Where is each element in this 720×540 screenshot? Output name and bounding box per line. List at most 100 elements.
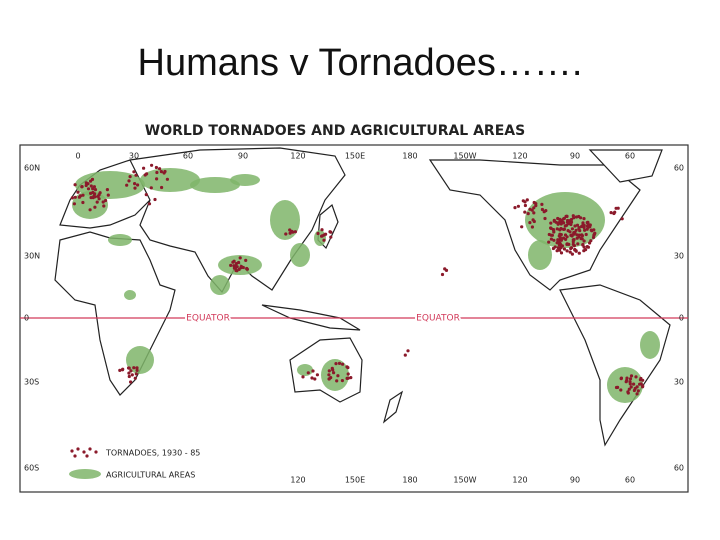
tornado-dot bbox=[159, 170, 163, 174]
tornado-dot bbox=[570, 233, 574, 237]
longitude-label: 120 bbox=[290, 476, 305, 485]
tornado-dot bbox=[632, 388, 637, 393]
tornado-dot bbox=[629, 385, 633, 389]
tornado-dot bbox=[523, 203, 528, 208]
tornado-dot bbox=[523, 200, 527, 204]
latitude-label: 60S bbox=[24, 464, 39, 473]
tornado-dot bbox=[551, 246, 556, 251]
tornado-dot bbox=[95, 200, 99, 204]
tornado-dot bbox=[102, 204, 106, 208]
tornado-dot bbox=[614, 385, 619, 390]
tornado-dot bbox=[153, 197, 157, 202]
tornado-dot bbox=[77, 195, 81, 199]
map-heading: WORLD TORNADOES AND AGRICULTURAL AREAS bbox=[145, 123, 525, 139]
tornado-dot bbox=[84, 181, 88, 185]
tornado-dot bbox=[101, 200, 105, 204]
tornado-dot bbox=[573, 248, 577, 252]
tornado-dot bbox=[327, 369, 331, 373]
tornado-dot bbox=[572, 216, 576, 220]
tornado-dot bbox=[555, 227, 559, 231]
tornado-dot bbox=[245, 267, 249, 271]
longitude-label: 120 bbox=[290, 152, 305, 161]
agri-area bbox=[290, 243, 310, 267]
agri-area bbox=[297, 364, 313, 376]
longitude-label: 90 bbox=[238, 152, 248, 161]
tornado-dot bbox=[565, 214, 569, 218]
longitude-label: 180 bbox=[402, 476, 417, 485]
tornado-dot bbox=[127, 374, 131, 379]
tornado-dot bbox=[73, 195, 77, 199]
tornado-dot bbox=[554, 220, 558, 224]
tornado-dot bbox=[549, 237, 554, 241]
agri-area bbox=[528, 240, 552, 270]
tornado-dot bbox=[583, 228, 587, 232]
tornado-dots bbox=[70, 163, 645, 396]
tornado-dot bbox=[626, 390, 630, 394]
latitude-label: 0 bbox=[24, 314, 29, 323]
tornado-dot bbox=[562, 221, 566, 225]
tornado-dot bbox=[530, 208, 534, 212]
tornado-dot bbox=[568, 250, 572, 254]
tornado-dot bbox=[86, 187, 91, 191]
latitude-label: 0 bbox=[679, 314, 684, 323]
tornado-dot bbox=[559, 238, 564, 242]
tornado-dot bbox=[96, 194, 100, 198]
latitude-label: 30 bbox=[674, 252, 684, 261]
tornado-dot bbox=[144, 193, 148, 197]
tornado-dot bbox=[89, 184, 93, 188]
agri-area bbox=[190, 177, 240, 193]
tornado-dot bbox=[520, 225, 524, 229]
tornado-dot bbox=[578, 229, 582, 233]
agri-area bbox=[607, 367, 643, 403]
tornado-dot bbox=[145, 172, 149, 176]
tornado-dot bbox=[562, 247, 567, 251]
tornado-dot bbox=[569, 217, 574, 222]
tornado-dot bbox=[134, 173, 138, 177]
tornado-dot bbox=[340, 379, 344, 383]
tornado-dot bbox=[76, 190, 80, 194]
tornado-dot bbox=[565, 220, 570, 224]
longitude-label: 150W bbox=[453, 476, 476, 485]
tornado-dot bbox=[311, 369, 315, 373]
tornado-dot bbox=[155, 170, 159, 175]
tornado-dot bbox=[81, 193, 85, 197]
tornado-dot bbox=[552, 230, 556, 234]
tornado-dot bbox=[558, 228, 562, 232]
tornado-dot bbox=[570, 227, 575, 231]
tornado-dot bbox=[315, 373, 319, 377]
latitude-label: 60 bbox=[674, 164, 684, 173]
longitude-label: 30 bbox=[129, 152, 139, 161]
tornado-dot bbox=[327, 377, 331, 381]
tornado-dot bbox=[543, 216, 547, 221]
tornado-dot bbox=[628, 380, 632, 384]
longitude-label: 60 bbox=[625, 476, 635, 485]
latitude-label: 30S bbox=[24, 378, 39, 387]
legend-agri bbox=[69, 469, 101, 479]
south-america bbox=[559, 284, 671, 447]
longitude-label: 0 bbox=[75, 152, 80, 161]
tornado-dot bbox=[577, 251, 581, 255]
tornado-dot bbox=[540, 207, 545, 212]
tornado-dot bbox=[337, 361, 342, 365]
tornado-dot bbox=[581, 222, 585, 226]
tornado-dot bbox=[577, 226, 581, 230]
tornado-dot bbox=[234, 264, 238, 268]
tornado-dot bbox=[582, 245, 586, 249]
tornado-dot bbox=[575, 223, 580, 227]
tornado-dot bbox=[130, 373, 134, 377]
tornado-dot bbox=[97, 197, 101, 201]
tornado-dot bbox=[525, 198, 529, 202]
tornado-dot bbox=[73, 183, 77, 187]
tornado-dot bbox=[593, 231, 597, 235]
tornado-dot bbox=[129, 380, 133, 384]
tornado-dot bbox=[346, 376, 350, 380]
longitude-label: 60 bbox=[183, 152, 193, 161]
tornado-dot bbox=[335, 379, 339, 383]
tornado-dot bbox=[516, 204, 521, 208]
greenland bbox=[588, 149, 663, 183]
slide-title: Humans v Tornadoes……. bbox=[137, 42, 583, 84]
tornado-dot bbox=[84, 183, 88, 188]
tornado-dot bbox=[526, 212, 530, 216]
tornado-dot bbox=[149, 186, 153, 190]
